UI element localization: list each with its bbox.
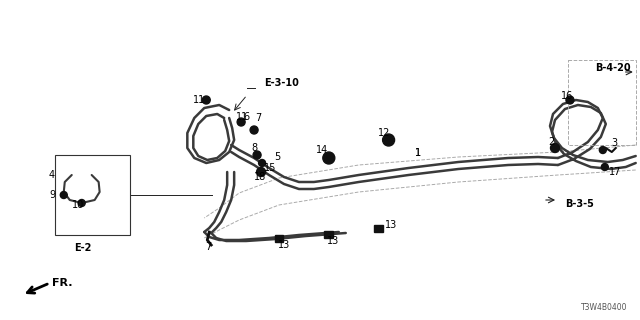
Circle shape [383, 134, 395, 146]
Text: 2: 2 [548, 137, 554, 147]
Circle shape [202, 96, 211, 104]
Circle shape [60, 191, 67, 198]
Circle shape [550, 143, 559, 153]
Bar [568, 60, 636, 145]
Text: 15: 15 [264, 163, 276, 173]
Text: T3W4B0400: T3W4B0400 [581, 303, 628, 312]
Bar [324, 230, 333, 237]
Circle shape [250, 126, 258, 134]
Text: 1: 1 [415, 148, 422, 158]
Text: B-3-5: B-3-5 [565, 199, 594, 209]
Text: 11: 11 [193, 95, 205, 105]
Text: 5: 5 [274, 152, 280, 162]
Circle shape [259, 159, 266, 166]
Text: 16: 16 [561, 91, 573, 101]
Text: E-3-10: E-3-10 [264, 78, 299, 88]
Text: 9: 9 [50, 190, 56, 200]
Text: 7: 7 [205, 242, 211, 252]
Circle shape [599, 147, 606, 154]
Circle shape [323, 152, 335, 164]
Circle shape [602, 164, 608, 171]
Text: 18: 18 [254, 172, 266, 182]
Bar [374, 225, 383, 231]
Text: 7: 7 [255, 113, 261, 123]
Circle shape [566, 96, 574, 104]
Bar [55, 155, 129, 235]
Text: 11: 11 [236, 112, 248, 122]
Text: 8: 8 [251, 143, 257, 153]
Text: 12: 12 [378, 128, 391, 138]
Text: B-4-20: B-4-20 [595, 63, 630, 73]
Circle shape [257, 167, 266, 177]
Text: E-2: E-2 [74, 243, 92, 253]
Circle shape [253, 151, 261, 159]
Text: 13: 13 [385, 220, 397, 230]
Text: 6: 6 [243, 112, 249, 122]
Circle shape [78, 199, 85, 206]
Bar [275, 235, 284, 242]
Text: 10: 10 [72, 200, 84, 210]
Text: 4: 4 [49, 170, 55, 180]
Text: 14: 14 [316, 145, 328, 155]
Text: 17: 17 [609, 167, 621, 177]
Text: 13: 13 [326, 236, 339, 246]
Text: 1: 1 [415, 148, 422, 158]
Text: 3: 3 [612, 138, 618, 148]
Circle shape [237, 118, 245, 126]
Text: 13: 13 [278, 240, 290, 250]
Text: FR.: FR. [52, 278, 72, 288]
